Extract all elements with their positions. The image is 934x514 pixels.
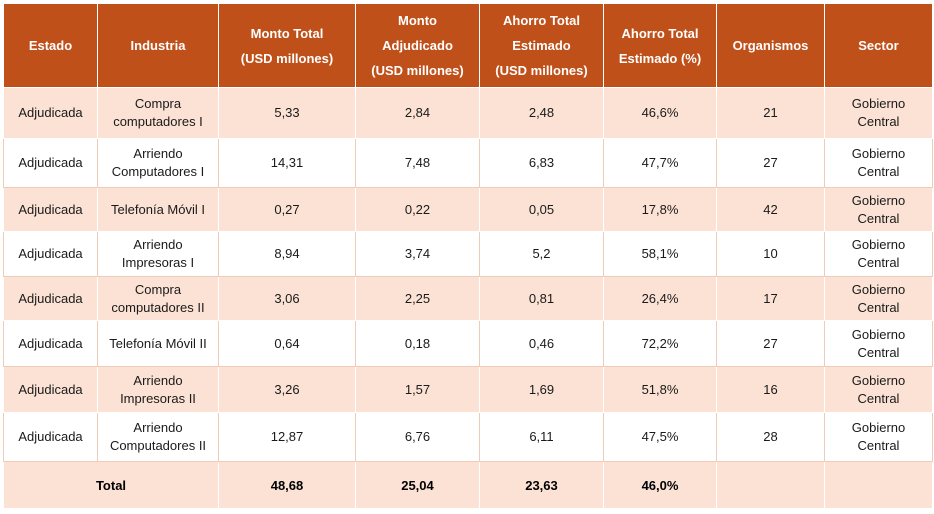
header-estado: Estado bbox=[3, 3, 98, 88]
table-row: Adjudicada Arriendo Impresoras II 3,26 1,57 1… bbox=[3, 366, 933, 413]
cell-monto-total: 14,31 bbox=[218, 138, 356, 188]
cell-organismos: 10 bbox=[716, 231, 825, 277]
cell-organismos: 21 bbox=[716, 87, 825, 139]
cell-monto-adjudicado: 2,25 bbox=[355, 276, 480, 321]
cell-estado: Adjudicada bbox=[3, 276, 98, 321]
cell-industria: Compra computadores I bbox=[97, 87, 219, 139]
cell-industria: Arriendo Impresoras II bbox=[97, 366, 219, 413]
cell-monto-adjudicado: 6,76 bbox=[355, 412, 480, 462]
cell-ahorro-pct: 47,5% bbox=[603, 412, 717, 462]
cell-ahorro-pct: 47,7% bbox=[603, 138, 717, 188]
cell-ahorro-total: 6,83 bbox=[479, 138, 604, 188]
cell-monto-total: 3,26 bbox=[218, 366, 356, 413]
cell-sector: Gobierno Central bbox=[824, 87, 933, 139]
cell-sector: Gobierno Central bbox=[824, 187, 933, 232]
cell-ahorro-total: 5,2 bbox=[479, 231, 604, 277]
cell-monto-total: 3,06 bbox=[218, 276, 356, 321]
header-ahorro-total: Ahorro Total Estimado (USD millones) bbox=[479, 3, 604, 88]
cell-industria: Arriendo Computadores II bbox=[97, 412, 219, 462]
total-sector bbox=[824, 461, 933, 509]
cell-monto-total: 12,87 bbox=[218, 412, 356, 462]
header-monto-adjudicado: Monto Adjudicado (USD millones) bbox=[355, 3, 480, 88]
table-row: Adjudicada Arriendo Computadores II 12,87 6,… bbox=[3, 412, 933, 462]
cell-ahorro-total: 2,48 bbox=[479, 87, 604, 139]
cell-organismos: 42 bbox=[716, 187, 825, 232]
total-label: Total bbox=[3, 461, 219, 509]
cell-industria: Arriendo Impresoras I bbox=[97, 231, 219, 277]
total-row: Total 48,68 25,04 23,63 46,0% bbox=[3, 461, 933, 509]
total-monto-adjudicado: 25,04 bbox=[355, 461, 480, 509]
cell-estado: Adjudicada bbox=[3, 231, 98, 277]
table-row: Adjudicada Arriendo Computadores I 14,31 7,4… bbox=[3, 138, 933, 188]
total-ahorro-total: 23,63 bbox=[479, 461, 604, 509]
cell-ahorro-total: 1,69 bbox=[479, 366, 604, 413]
cell-monto-adjudicado: 1,57 bbox=[355, 366, 480, 413]
cell-industria: Compra computadores II bbox=[97, 276, 219, 321]
cell-sector: Gobierno Central bbox=[824, 320, 933, 367]
header-industria: Industria bbox=[97, 3, 219, 88]
cell-ahorro-pct: 17,8% bbox=[603, 187, 717, 232]
total-monto-total: 48,68 bbox=[218, 461, 356, 509]
table-container: Estado Industria Monto Total (USD millone… bbox=[3, 3, 933, 509]
cell-estado: Adjudicada bbox=[3, 187, 98, 232]
cell-estado: Adjudicada bbox=[3, 320, 98, 367]
header-row: Estado Industria Monto Total (USD millone… bbox=[3, 3, 933, 88]
header-ahorro-pct: Ahorro Total Estimado (%) bbox=[603, 3, 717, 88]
cell-ahorro-pct: 58,1% bbox=[603, 231, 717, 277]
table-row: Adjudicada Telefonía Móvil II 0,64 0,18 0,46… bbox=[3, 320, 933, 367]
header-monto-total: Monto Total (USD millones) bbox=[218, 3, 356, 88]
cell-industria: Arriendo Computadores I bbox=[97, 138, 219, 188]
cell-sector: Gobierno Central bbox=[824, 138, 933, 188]
cell-organismos: 27 bbox=[716, 320, 825, 367]
cell-monto-adjudicado: 7,48 bbox=[355, 138, 480, 188]
cell-industria: Telefonía Móvil II bbox=[97, 320, 219, 367]
cell-ahorro-pct: 46,6% bbox=[603, 87, 717, 139]
cell-ahorro-pct: 26,4% bbox=[603, 276, 717, 321]
cell-estado: Adjudicada bbox=[3, 138, 98, 188]
cell-monto-adjudicado: 0,22 bbox=[355, 187, 480, 232]
total-ahorro-pct: 46,0% bbox=[603, 461, 717, 509]
cell-sector: Gobierno Central bbox=[824, 412, 933, 462]
cell-organismos: 28 bbox=[716, 412, 825, 462]
cell-monto-adjudicado: 0,18 bbox=[355, 320, 480, 367]
cell-ahorro-total: 0,05 bbox=[479, 187, 604, 232]
cell-sector: Gobierno Central bbox=[824, 366, 933, 413]
cell-estado: Adjudicada bbox=[3, 87, 98, 139]
table-row: Adjudicada Arriendo Impresoras I 8,94 3,74 5,… bbox=[3, 231, 933, 277]
cell-monto-adjudicado: 3,74 bbox=[355, 231, 480, 277]
cell-ahorro-total: 0,46 bbox=[479, 320, 604, 367]
cell-organismos: 17 bbox=[716, 276, 825, 321]
cell-organismos: 16 bbox=[716, 366, 825, 413]
cell-sector: Gobierno Central bbox=[824, 276, 933, 321]
cell-monto-total: 0,64 bbox=[218, 320, 356, 367]
cell-sector: Gobierno Central bbox=[824, 231, 933, 277]
header-organismos: Organismos bbox=[716, 3, 825, 88]
table-row: Adjudicada Compra computadores I 5,33 2,84 2,… bbox=[3, 87, 933, 139]
cell-monto-adjudicado: 2,84 bbox=[355, 87, 480, 139]
table-row: Adjudicada Compra computadores II 3,06 2,25 0… bbox=[3, 276, 933, 321]
cell-ahorro-total: 0,81 bbox=[479, 276, 604, 321]
cell-monto-total: 8,94 bbox=[218, 231, 356, 277]
cell-organismos: 27 bbox=[716, 138, 825, 188]
header-sector: Sector bbox=[824, 3, 933, 88]
cell-estado: Adjudicada bbox=[3, 412, 98, 462]
cell-industria: Telefonía Móvil I bbox=[97, 187, 219, 232]
cell-monto-total: 0,27 bbox=[218, 187, 356, 232]
procurement-table: Estado Industria Monto Total (USD millone… bbox=[3, 3, 933, 509]
cell-monto-total: 5,33 bbox=[218, 87, 356, 139]
table-row: Adjudicada Telefonía Móvil I 0,27 0,22 0,05 1… bbox=[3, 187, 933, 232]
cell-ahorro-pct: 72,2% bbox=[603, 320, 717, 367]
cell-estado: Adjudicada bbox=[3, 366, 98, 413]
cell-ahorro-total: 6,11 bbox=[479, 412, 604, 462]
total-organismos bbox=[716, 461, 825, 509]
cell-ahorro-pct: 51,8% bbox=[603, 366, 717, 413]
